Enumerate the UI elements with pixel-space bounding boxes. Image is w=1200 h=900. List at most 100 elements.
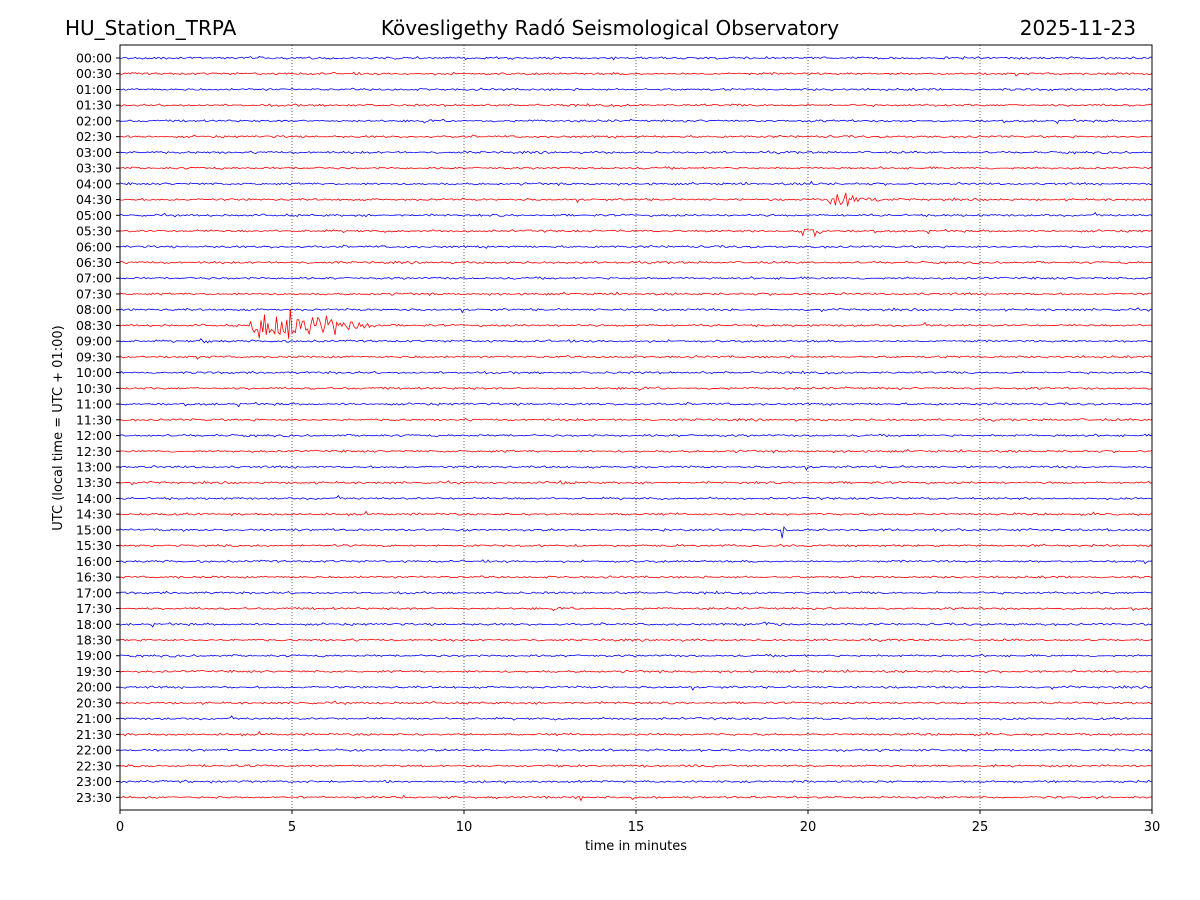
y-tick-label: 08:30 xyxy=(76,318,112,333)
y-tick-label: 11:00 xyxy=(76,397,112,412)
trace-1730 xyxy=(119,606,1153,612)
trace-0800 xyxy=(119,307,1153,314)
trace-1000 xyxy=(119,370,1153,375)
y-tick-label: 01:00 xyxy=(76,82,112,97)
x-tick-label: 20 xyxy=(800,820,817,835)
y-tick-label: 15:00 xyxy=(76,522,112,537)
trace-0830 xyxy=(119,308,1153,339)
trace-1800 xyxy=(119,621,1153,628)
trace-1130 xyxy=(119,417,1153,422)
x-tick-label: 5 xyxy=(288,820,296,835)
trace-1100 xyxy=(119,401,1153,408)
y-tick-label: 06:00 xyxy=(76,239,112,254)
y-tick-label: 12:00 xyxy=(76,428,112,443)
trace-1200 xyxy=(119,433,1153,438)
trace-1830 xyxy=(119,638,1153,642)
y-tick-label: 16:30 xyxy=(76,570,112,585)
trace-0300 xyxy=(119,150,1153,155)
trace-1400 xyxy=(119,495,1153,501)
trace-1530 xyxy=(119,543,1153,548)
y-tick-label: 15:30 xyxy=(76,538,112,553)
y-tick-label: 02:00 xyxy=(76,113,112,128)
y-tick-label: 09:30 xyxy=(76,349,112,364)
trace-0900 xyxy=(119,338,1153,344)
trace-0730 xyxy=(119,291,1153,297)
trace-0230 xyxy=(119,134,1153,139)
trace-0630 xyxy=(119,260,1153,265)
trace-1430 xyxy=(119,510,1153,517)
y-tick-label: 13:00 xyxy=(76,459,112,474)
y-tick-label: 03:00 xyxy=(76,145,112,160)
y-tick-label: 09:00 xyxy=(76,334,112,349)
y-axis-label: UTC (local time = UTC + 01:00) xyxy=(51,325,66,530)
y-tick-label: 16:00 xyxy=(76,554,112,569)
trace-2300 xyxy=(119,779,1153,784)
trace-1900 xyxy=(119,653,1153,658)
y-tick-label: 12:30 xyxy=(76,444,112,459)
y-tick-label: 22:00 xyxy=(76,743,112,758)
y-tick-label: 07:00 xyxy=(76,271,112,286)
grid-lines xyxy=(291,45,981,810)
trace-0200 xyxy=(119,118,1153,125)
station-label: HU_Station_TRPA xyxy=(65,16,237,40)
y-tick-label: 04:00 xyxy=(76,176,112,191)
y-tick-label: 20:00 xyxy=(76,680,112,695)
y-tick-label: 11:30 xyxy=(76,412,112,427)
y-tick-label: 10:30 xyxy=(76,381,112,396)
y-tick-label: 18:30 xyxy=(76,633,112,648)
trace-2200 xyxy=(119,748,1153,753)
trace-1600 xyxy=(119,559,1153,565)
y-tick-label: 13:30 xyxy=(76,475,112,490)
y-tick-label: 02:30 xyxy=(76,129,112,144)
date-label: 2025-11-23 xyxy=(1019,16,1136,40)
y-tick-label: 14:30 xyxy=(76,507,112,522)
x-tick-label: 10 xyxy=(456,820,473,835)
trace-1330 xyxy=(119,480,1153,486)
trace-0500 xyxy=(119,211,1153,218)
y-tick-label: 07:30 xyxy=(76,286,112,301)
trace-2230 xyxy=(119,763,1153,768)
x-tick-label: 0 xyxy=(116,820,124,835)
y-tick-label: 17:00 xyxy=(76,585,112,600)
trace-1930 xyxy=(119,669,1153,674)
trace-1500 xyxy=(119,525,1153,539)
y-tick-label: 05:00 xyxy=(76,208,112,223)
trace-1700 xyxy=(119,590,1153,595)
trace-2100 xyxy=(119,715,1153,721)
trace-0100 xyxy=(119,87,1153,92)
x-ticks: 0 5 10 15 20 25 30 xyxy=(116,810,1160,835)
y-tick-label: 08:00 xyxy=(76,302,112,317)
trace-1230 xyxy=(119,448,1153,454)
trace-0430 xyxy=(119,192,1153,207)
y-tick-label: 21:00 xyxy=(76,711,112,726)
y-tick-label: 18:00 xyxy=(76,617,112,632)
y-tick-label: 14:00 xyxy=(76,491,112,506)
trace-0700 xyxy=(119,276,1153,280)
y-tick-label: 10:00 xyxy=(76,365,112,380)
y-tick-label: 01:30 xyxy=(76,98,112,113)
trace-0330 xyxy=(119,166,1153,170)
y-tick-label: 19:30 xyxy=(76,664,112,679)
trace-0600 xyxy=(119,244,1153,249)
trace-0130 xyxy=(119,102,1153,108)
y-tick-label: 17:30 xyxy=(76,601,112,616)
trace-2130 xyxy=(119,730,1153,737)
trace-0400 xyxy=(119,180,1153,187)
y-tick-label: 21:30 xyxy=(76,727,112,742)
trace-2000 xyxy=(119,684,1153,691)
y-tick-label: 20:30 xyxy=(76,695,112,710)
y-tick-label: 23:00 xyxy=(76,774,112,789)
chart-title: Kövesligethy Radó Seismological Observat… xyxy=(380,16,840,40)
trace-1300 xyxy=(119,465,1153,471)
y-tick-label: 00:30 xyxy=(76,66,112,81)
y-tick-label: 00:00 xyxy=(76,51,112,66)
y-tick-label: 03:30 xyxy=(76,161,112,176)
trace-0930 xyxy=(119,354,1153,360)
x-axis-label: time in minutes xyxy=(585,839,687,854)
trace-0000 xyxy=(119,55,1153,61)
y-tick-label: 23:30 xyxy=(76,790,112,805)
trace-2330 xyxy=(119,794,1152,802)
y-tick-label: 05:30 xyxy=(76,224,112,239)
x-tick-label: 15 xyxy=(628,820,645,835)
